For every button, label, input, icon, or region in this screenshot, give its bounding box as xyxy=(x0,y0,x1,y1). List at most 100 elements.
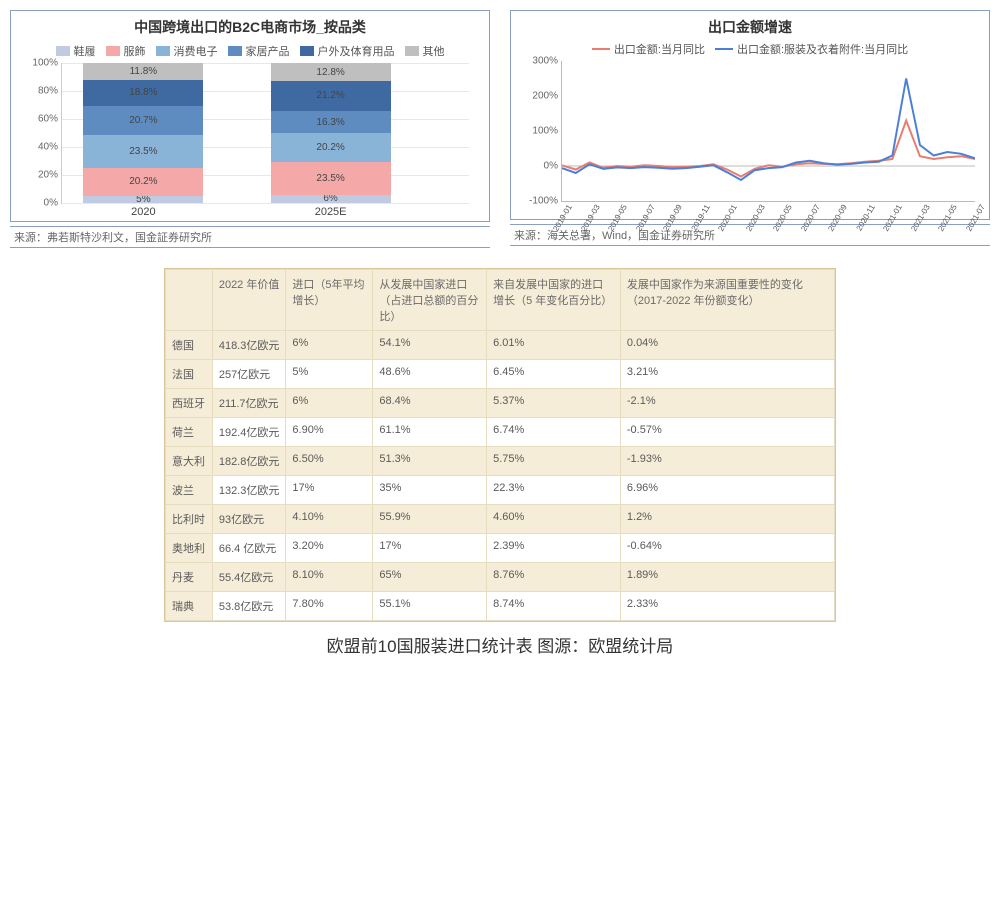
y-tick-label: 40% xyxy=(22,142,58,153)
legend-label: 其他 xyxy=(423,43,445,59)
eu-import-table: 2022 年价值进口（5年平均增长）从发展中国家进口（占进口总额的百分比）来自发… xyxy=(165,269,835,621)
stacked-bar-box: 中国跨境出口的B2C电商市场_按品类 鞋履服飾消费电子家居产品户外及体育用品其他… xyxy=(10,10,490,222)
y-tick-label: -100% xyxy=(522,196,558,207)
table-header-cell: 来自发展中国家的进口增长（5 年变化百分比） xyxy=(487,270,621,331)
x-tick-label: 2020-01 xyxy=(711,203,739,242)
legend-line-swatch xyxy=(715,48,733,50)
x-tick-label: 2019-09 xyxy=(656,203,684,242)
top-row: 中国跨境出口的B2C电商市场_按品类 鞋履服飾消费电子家居产品户外及体育用品其他… xyxy=(10,10,990,248)
line-chart-plot: 2019-012019-032019-052019-072019-092019-… xyxy=(561,61,975,202)
table-cell: 波兰 xyxy=(166,476,213,505)
bar-segment: 5% xyxy=(83,196,203,203)
legend-swatch xyxy=(405,46,419,56)
table-cell: 2.33% xyxy=(620,592,834,621)
y-tick-label: 100% xyxy=(522,126,558,137)
table-cell: 1.2% xyxy=(620,505,834,534)
table-cell: 93亿欧元 xyxy=(212,505,286,534)
table-cell: 418.3亿欧元 xyxy=(212,331,286,360)
bar-segment: 20.2% xyxy=(83,168,203,196)
table-row: 比利时93亿欧元4.10%55.9%4.60%1.2% xyxy=(166,505,835,534)
legend-label: 鞋履 xyxy=(74,43,96,59)
table-row: 西班牙211.7亿欧元6%68.4%5.37%-2.1% xyxy=(166,389,835,418)
gridline xyxy=(62,203,469,204)
x-tick-label: 2021-01 xyxy=(876,203,904,242)
x-tick-label: 2020-11 xyxy=(849,203,877,242)
table-cell: 51.3% xyxy=(373,447,487,476)
bar-column: 6%23.5%20.2%16.3%21.2%12.8%2025E xyxy=(271,63,391,203)
table-cell: 6.50% xyxy=(286,447,373,476)
table-cell: 奥地利 xyxy=(166,534,213,563)
table-cell: 5% xyxy=(286,360,373,389)
x-tick-label: 2019-05 xyxy=(601,203,629,242)
bar-segment: 16.3% xyxy=(271,111,391,134)
bar-x-label: 2020 xyxy=(83,206,203,218)
table-cell: 6% xyxy=(286,389,373,418)
table-cell: 6% xyxy=(286,331,373,360)
table-row: 瑞典53.8亿欧元7.80%55.1%8.74%2.33% xyxy=(166,592,835,621)
table-cell: 53.8亿欧元 xyxy=(212,592,286,621)
stacked-bar-legend: 鞋履服飾消费电子家居产品户外及体育用品其他 xyxy=(11,43,489,59)
legend-label: 消费电子 xyxy=(174,43,218,59)
table-cell: 61.1% xyxy=(373,418,487,447)
y-tick-label: 20% xyxy=(22,170,58,181)
table-cell: 55.1% xyxy=(373,592,487,621)
table-cell: 德国 xyxy=(166,331,213,360)
table-row: 法国257亿欧元5%48.6%6.45%3.21% xyxy=(166,360,835,389)
legend-label: 家居产品 xyxy=(246,43,290,59)
table-cell: 荷兰 xyxy=(166,418,213,447)
table-cell: 4.60% xyxy=(487,505,621,534)
bar-x-label: 2025E xyxy=(271,206,391,218)
y-tick-label: 300% xyxy=(522,56,558,67)
table-cell: 7.80% xyxy=(286,592,373,621)
legend-item: 家居产品 xyxy=(228,43,290,59)
stacked-bar-plot: 0%20%40%60%80%100%5%20.2%23.5%20.7%18.8%… xyxy=(61,63,469,204)
y-tick-label: 80% xyxy=(22,86,58,97)
table-cell: 132.3亿欧元 xyxy=(212,476,286,505)
line-chart-box: 出口金额增速 出口金额:当月同比出口金额:服装及衣着附件:当月同比 2019-0… xyxy=(510,10,990,220)
table-cell: 182.8亿欧元 xyxy=(212,447,286,476)
table-cell: -0.57% xyxy=(620,418,834,447)
table-row: 意大利182.8亿欧元6.50%51.3%5.75%-1.93% xyxy=(166,447,835,476)
y-tick-label: 100% xyxy=(22,58,58,69)
bar-segment: 6% xyxy=(271,195,391,203)
stacked-bar-source: 来源：弗若斯特沙利文，国金証券研究所 xyxy=(10,226,490,248)
legend-label: 出口金额:当月同比 xyxy=(614,41,705,57)
table-header-cell: 2022 年价值 xyxy=(212,270,286,331)
eu-import-table-wrap: 2022 年价值进口（5年平均增长）从发展中国家进口（占进口总额的百分比）来自发… xyxy=(164,268,836,622)
line-chart-svg xyxy=(562,61,975,201)
y-tick-label: 60% xyxy=(22,114,58,125)
table-cell: 4.10% xyxy=(286,505,373,534)
table-cell: 8.74% xyxy=(487,592,621,621)
table-cell: 55.4亿欧元 xyxy=(212,563,286,592)
x-tick-label: 2019-03 xyxy=(574,203,602,242)
table-cell: 6.74% xyxy=(487,418,621,447)
legend-item: 户外及体育用品 xyxy=(300,43,395,59)
table-cell: 意大利 xyxy=(166,447,213,476)
stacked-bar-title: 中国跨境出口的B2C电商市场_按品类 xyxy=(11,17,489,37)
table-row: 荷兰192.4亿欧元6.90%61.1%6.74%-0.57% xyxy=(166,418,835,447)
table-cell: 5.37% xyxy=(487,389,621,418)
table-cell: 211.7亿欧元 xyxy=(212,389,286,418)
legend-item: 其他 xyxy=(405,43,445,59)
table-body: 德国418.3亿欧元6%54.1%6.01%0.04%法国257亿欧元5%48.… xyxy=(166,331,835,621)
legend-swatch xyxy=(56,46,70,56)
table-cell: 3.20% xyxy=(286,534,373,563)
table-header-cell xyxy=(166,270,213,331)
table-row: 奥地利66.4 亿欧元3.20%17%2.39%-0.64% xyxy=(166,534,835,563)
bar-segment: 12.8% xyxy=(271,63,391,81)
table-cell: 西班牙 xyxy=(166,389,213,418)
x-tick-label: 2020-09 xyxy=(821,203,849,242)
table-header-cell: 从发展中国家进口（占进口总额的百分比） xyxy=(373,270,487,331)
legend-line-swatch xyxy=(592,48,610,50)
table-cell: 68.4% xyxy=(373,389,487,418)
bar-segment: 21.2% xyxy=(271,81,391,111)
table-cell: 2.39% xyxy=(487,534,621,563)
table-caption: 欧盟前10国服装进口统计表 图源：欧盟统计局 xyxy=(10,632,990,657)
x-tick-label: 2020-07 xyxy=(794,203,822,242)
line-chart-legend: 出口金额:当月同比出口金额:服装及衣着附件:当月同比 xyxy=(519,41,981,57)
table-cell: 比利时 xyxy=(166,505,213,534)
table-cell: 66.4 亿欧元 xyxy=(212,534,286,563)
table-row: 波兰132.3亿欧元17%35%22.3%6.96% xyxy=(166,476,835,505)
table-cell: 54.1% xyxy=(373,331,487,360)
table-cell: 1.89% xyxy=(620,563,834,592)
